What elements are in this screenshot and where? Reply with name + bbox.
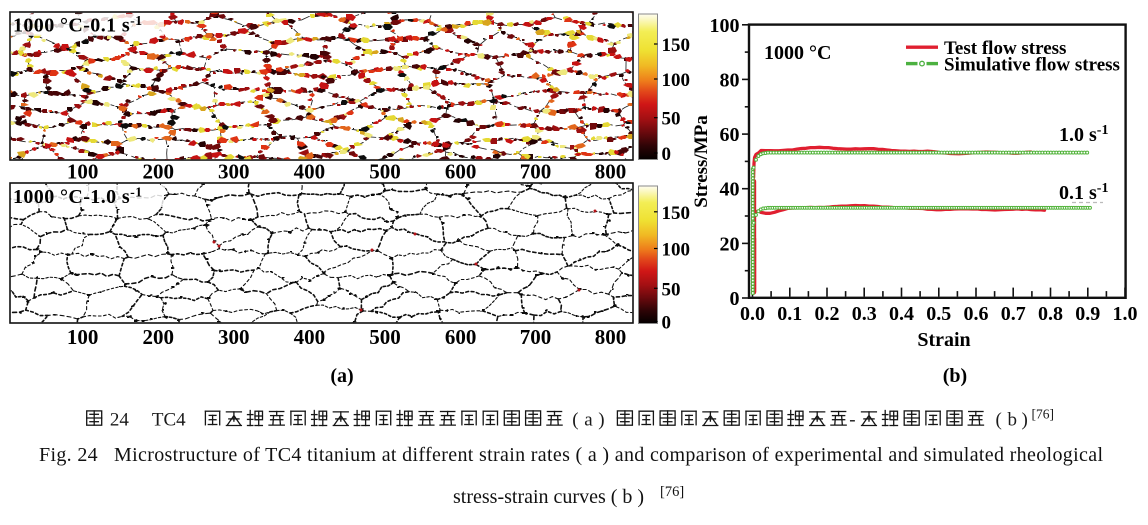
svg-text:400: 400 (294, 325, 326, 349)
svg-text:300: 300 (218, 325, 250, 349)
svg-text:stress-strain curves ( b ): stress-strain curves ( b ) (453, 486, 644, 508)
svg-text:500: 500 (369, 160, 401, 184)
svg-text:0.4: 0.4 (889, 303, 914, 325)
svg-text:Test flow stress: Test flow stress (944, 38, 1066, 59)
svg-text:a: a (584, 410, 593, 431)
svg-text:[76]: [76] (660, 484, 684, 500)
svg-text:0.2: 0.2 (815, 303, 840, 325)
svg-text:1.0: 1.0 (1113, 303, 1138, 325)
svg-text:0.0: 0.0 (740, 303, 765, 325)
svg-text:100: 100 (67, 325, 99, 349)
svg-text:600: 600 (445, 325, 477, 349)
svg-text:0.8: 0.8 (1038, 303, 1063, 325)
svg-text:1000 °C-1.0 s-1: 1000 °C-1.0 s-1 (13, 186, 143, 209)
svg-text:200: 200 (142, 325, 174, 349)
svg-text:400: 400 (294, 160, 326, 184)
svg-text:0: 0 (662, 144, 672, 165)
svg-text:(: ( (572, 410, 578, 431)
svg-text:800: 800 (595, 160, 627, 184)
svg-text:100: 100 (710, 15, 740, 37)
svg-text:600: 600 (445, 160, 477, 184)
svg-text:60: 60 (720, 124, 740, 146)
svg-text:0.1 s-1: 0.1 s-1 (1059, 181, 1108, 204)
svg-text:100: 100 (67, 160, 99, 184)
svg-text:20: 20 (720, 233, 740, 255)
svg-text:(a): (a) (330, 365, 353, 387)
svg-text:0.7: 0.7 (1001, 303, 1026, 325)
svg-text:0: 0 (730, 288, 740, 310)
svg-text:500: 500 (369, 325, 401, 349)
svg-text:Fig. 24 Microstructure of TC: Fig. 24 Microstructure of TC4 titanium a… (39, 444, 1103, 466)
svg-text:Simulative flow stress: Simulative flow stress (944, 55, 1120, 76)
svg-text:80: 80 (720, 69, 740, 91)
svg-text:1000 °C-0.1 s-1: 1000 °C-0.1 s-1 (13, 14, 143, 37)
svg-text:TC4: TC4 (152, 410, 186, 431)
svg-text:40: 40 (720, 179, 740, 201)
svg-text:): ) (1022, 410, 1028, 431)
svg-text:50: 50 (662, 109, 681, 130)
svg-text:b: b (1008, 410, 1018, 431)
svg-text:50: 50 (662, 279, 681, 300)
svg-text:(b): (b) (943, 365, 967, 387)
svg-text:200: 200 (142, 160, 174, 184)
svg-text:100: 100 (662, 240, 691, 261)
svg-text:800: 800 (595, 325, 627, 349)
svg-text:): ) (598, 410, 604, 431)
svg-text:0.9: 0.9 (1075, 303, 1100, 325)
svg-text:0: 0 (662, 313, 672, 334)
svg-text:700: 700 (520, 325, 552, 349)
svg-text:1000 °C: 1000 °C (764, 42, 831, 64)
svg-text:-: - (849, 410, 855, 431)
svg-text:300: 300 (218, 160, 250, 184)
svg-text:[76]: [76] (1032, 407, 1055, 422)
svg-text:150: 150 (662, 203, 691, 224)
svg-text:150: 150 (662, 35, 691, 56)
svg-text:(: ( (996, 410, 1002, 431)
svg-text:24: 24 (110, 410, 129, 431)
svg-text:Strain: Strain (917, 329, 970, 351)
svg-text:0.3: 0.3 (852, 303, 877, 325)
svg-text:Stress/MPa: Stress/MPa (691, 115, 712, 208)
svg-text:0.5: 0.5 (926, 303, 951, 325)
svg-text:0.1: 0.1 (777, 303, 802, 325)
svg-text:1.0 s-1: 1.0 s-1 (1059, 123, 1108, 146)
svg-text:100: 100 (662, 70, 691, 91)
svg-text:0.6: 0.6 (964, 303, 989, 325)
svg-text:700: 700 (520, 160, 552, 184)
